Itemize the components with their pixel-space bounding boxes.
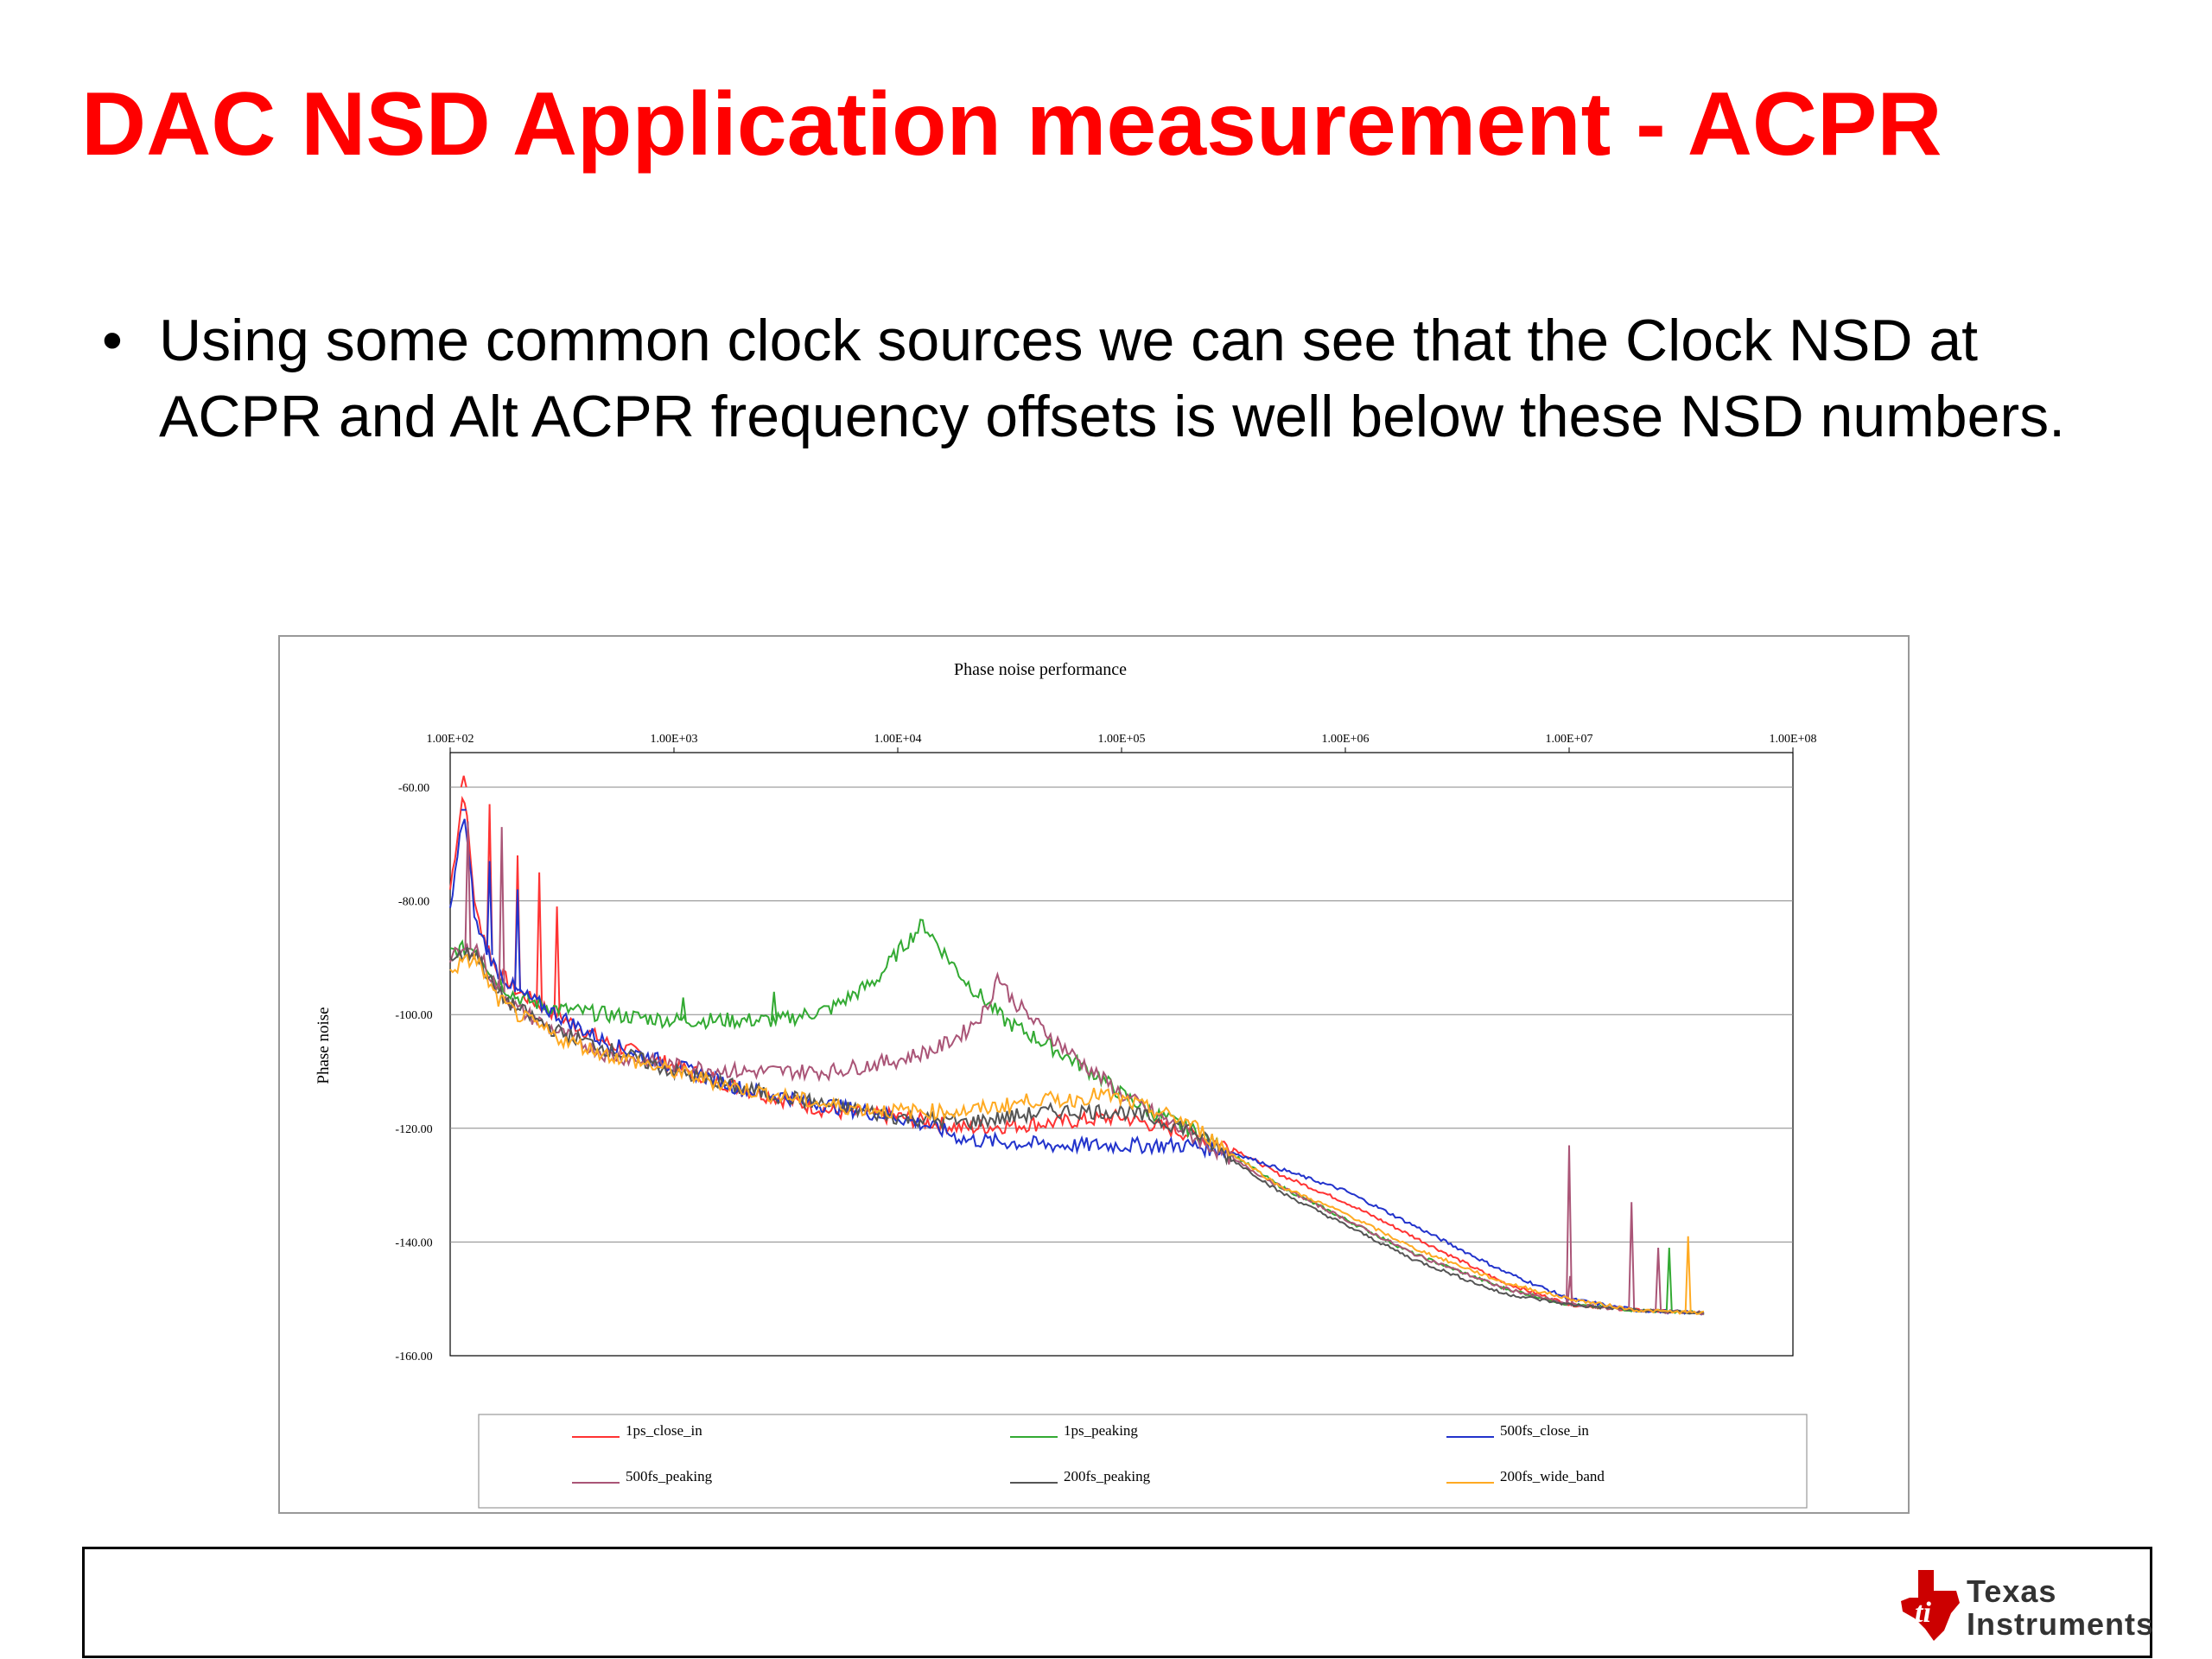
series-spike-1ps_peaking — [770, 991, 778, 1020]
series-spike-200fs_wide_band — [1684, 1236, 1692, 1313]
y-tick-label: -120.00 — [395, 1123, 432, 1136]
series-spike-1ps_peaking — [1665, 1247, 1673, 1313]
x-tick-label: 1.00E+05 — [1098, 733, 1146, 746]
bullet-icon: • — [102, 308, 123, 373]
logo-line2: Instruments — [1967, 1606, 2155, 1642]
slide-footer: ti Texas Instruments — [82, 1547, 2155, 1658]
series-spike-500fs_peaking — [464, 821, 472, 950]
legend-label: 200fs_peaking — [1064, 1468, 1151, 1484]
y-tick-label: -160.00 — [395, 1351, 432, 1363]
series-spike-500fs_peaking — [1628, 1202, 1636, 1310]
series-line-500fs_peaking — [449, 942, 1705, 1316]
x-tick-label: 1.00E+07 — [1546, 733, 1593, 746]
bullet-text: Using some common clock sources we can s… — [159, 308, 2065, 449]
x-tick-label: 1.00E+08 — [1770, 733, 1817, 746]
legend-label: 200fs_wide_band — [1500, 1468, 1605, 1484]
y-tick-label: -140.00 — [395, 1236, 432, 1249]
chart-legend — [478, 1414, 1808, 1509]
bullet-item: • Using some common clock sources we can… — [102, 302, 2115, 454]
series-spike-1ps_close_in — [553, 906, 561, 1015]
legend-label: 500fs_close_in — [1500, 1422, 1589, 1439]
series-spike-500fs_peaking — [498, 827, 505, 993]
y-tick-label: -80.00 — [398, 896, 429, 909]
texas-state-icon: ti — [1901, 1570, 1960, 1641]
phase-noise-chart: Phase noise performance Phase noise -60.00… — [278, 635, 1910, 1514]
series-spike-1ps_close_in — [460, 775, 467, 788]
series-spike-500fs_peaking — [1567, 1275, 1574, 1305]
series-line-200fs_wide_band — [449, 951, 1705, 1315]
logo-line1: Texas — [1967, 1573, 2057, 1609]
y-tick-label: -100.00 — [395, 1009, 432, 1022]
series-spike-500fs_peaking — [1566, 1145, 1573, 1305]
legend-label: 1ps_close_in — [626, 1422, 702, 1439]
y-tick-label: -60.00 — [398, 782, 429, 795]
x-tick-label: 1.00E+03 — [651, 733, 698, 746]
series-line-500fs_close_in — [449, 818, 1705, 1316]
svg-text:ti: ti — [1915, 1597, 1931, 1629]
series-spike-500fs_close_in — [514, 889, 521, 992]
legend-label: 1ps_peaking — [1064, 1422, 1138, 1439]
series-spike-500fs_peaking — [1655, 1247, 1662, 1312]
chart-title: Phase noise performance — [954, 660, 1127, 679]
series-spike-1ps_peaking — [679, 997, 687, 1020]
series-spike-1ps_close_in — [536, 872, 543, 1005]
chart-canvas: Phase noise performance Phase noise -60.00… — [315, 660, 1817, 1509]
x-tick-label: 1.00E+02 — [427, 733, 474, 746]
series-line-200fs_peaking — [449, 947, 1705, 1315]
x-tick-label: 1.00E+04 — [874, 733, 922, 746]
y-axis-label: Phase noise — [315, 1007, 333, 1084]
legend-label: 500fs_peaking — [626, 1468, 713, 1484]
x-tick-label: 1.00E+06 — [1322, 733, 1370, 746]
plot-area — [449, 752, 1794, 1357]
series-spike-500fs_close_in — [486, 861, 493, 956]
slide-title: DAC NSD Application measurement - ACPR — [81, 74, 1942, 175]
